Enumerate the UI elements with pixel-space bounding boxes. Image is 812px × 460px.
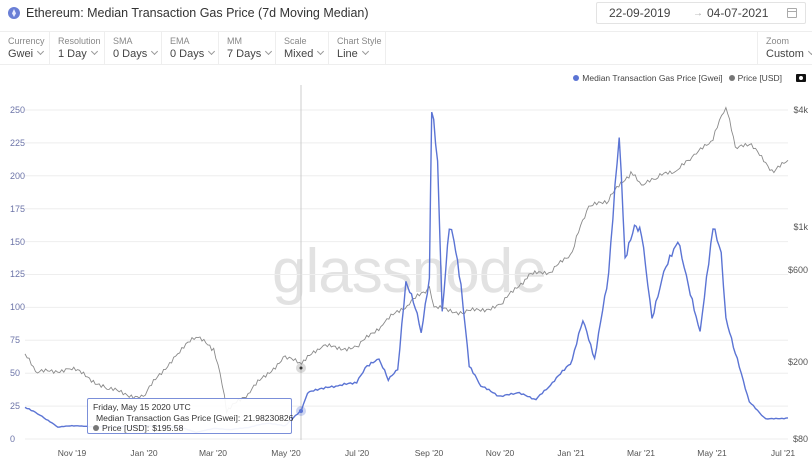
- y-tick-left: 75: [10, 335, 21, 345]
- y-tick-right: $4k: [793, 105, 808, 115]
- calendar-icon[interactable]: [787, 8, 797, 18]
- tooltip-date: Friday, May 15 2020 UTC: [93, 402, 191, 412]
- chart-legend: Median Transaction Gas Price [Gwei] Pric…: [573, 73, 806, 83]
- tooltip-price-label: Price [USD]:: [102, 423, 150, 433]
- legend-item-gas[interactable]: Median Transaction Gas Price [Gwei]: [573, 73, 723, 83]
- legend-dot-gas: [573, 75, 580, 81]
- y-tick-right: $80: [792, 434, 808, 444]
- chart-toolbar: Currency Gwei Resolution 1 Day SMA 0 Day…: [0, 31, 812, 65]
- tooltip-gas-value: 21.98230826: [243, 412, 294, 423]
- resolution-dropdown[interactable]: Resolution 1 Day: [50, 32, 105, 65]
- currency-value: Gwei: [8, 48, 34, 60]
- page-title: Ethereum: Median Transaction Gas Price (…: [26, 6, 369, 20]
- x-tick: Jan '20: [130, 448, 158, 458]
- chart-header: Ethereum: Median Transaction Gas Price (…: [0, 0, 812, 30]
- scale-value: Mixed: [284, 48, 314, 60]
- ema-label: EMA: [170, 36, 190, 46]
- tooltip-price-value: $195.58: [152, 423, 184, 433]
- y-tick-right: $1k: [793, 222, 808, 232]
- sma-value: 0 Days: [113, 48, 148, 60]
- scale-dropdown[interactable]: Scale Mixed: [276, 32, 329, 65]
- legend-label-gas: Median Transaction Gas Price [Gwei]: [582, 73, 723, 83]
- arrow-right-icon: →: [693, 7, 703, 19]
- y-tick-left: 50: [10, 368, 21, 378]
- zoom-label: Zoom: [766, 36, 790, 46]
- ema-value: 0 Days: [170, 48, 205, 60]
- price-line: [24, 106, 789, 415]
- resolution-value: 1 Day: [58, 48, 87, 60]
- price-hover-dot: [299, 366, 303, 370]
- x-tick: May '21: [697, 448, 727, 458]
- chart-style-dropdown[interactable]: Chart Style Line: [329, 32, 386, 65]
- date-to-input[interactable]: 04-07-2021: [707, 6, 769, 20]
- gridlines: [25, 109, 788, 440]
- x-tick: Nov '20: [485, 448, 515, 458]
- tooltip-gas-label: Median Transaction Gas Price [Gwei]:: [96, 412, 241, 423]
- x-tick: Nov '19: [57, 448, 87, 458]
- sma-dropdown[interactable]: SMA 0 Days: [105, 32, 162, 65]
- y-tick-left: 200: [10, 171, 26, 181]
- x-tick: Jul '21: [770, 448, 796, 458]
- watermark: glassnode: [272, 237, 547, 306]
- chart-style-label: Chart Style: [337, 36, 382, 46]
- legend-dot-price: [728, 75, 735, 81]
- y-tick-left: 150: [10, 237, 26, 247]
- x-tick: Jan '21: [557, 448, 585, 458]
- gas-hover-dot: [299, 409, 303, 413]
- camera-icon[interactable]: [796, 74, 806, 82]
- ethereum-icon: [8, 7, 20, 19]
- sma-label: SMA: [113, 36, 133, 46]
- y-tick-left: 25: [10, 401, 21, 411]
- x-tick: Sep '20: [414, 448, 444, 458]
- x-tick: Mar '21: [626, 448, 656, 458]
- y-tick-left: 225: [10, 138, 26, 148]
- x-tick: Mar '20: [198, 448, 228, 458]
- gas-price-line: [24, 111, 789, 434]
- mm-dropdown[interactable]: MM 7 Days: [219, 32, 276, 65]
- y-tick-left: 100: [10, 302, 26, 312]
- tooltip-price-row: Price [USD]: $195.58: [93, 423, 286, 434]
- resolution-label: Resolution: [58, 36, 101, 46]
- scale-label: Scale: [284, 36, 307, 46]
- legend-item-price[interactable]: Price [USD]: [728, 73, 782, 83]
- zoom-dropdown[interactable]: Zoom Custom: [757, 32, 812, 65]
- tooltip-price-dot: [93, 425, 99, 432]
- title-wrap: Ethereum: Median Transaction Gas Price (…: [8, 6, 369, 20]
- ema-dropdown[interactable]: EMA 0 Days: [162, 32, 219, 65]
- y-tick-left: 250: [10, 105, 26, 115]
- mm-value: 7 Days: [227, 48, 262, 60]
- y-tick-left: 125: [10, 269, 26, 279]
- y-tick-left: 175: [10, 204, 26, 214]
- x-tick: Jul '20: [344, 448, 370, 458]
- date-from-input[interactable]: 22-09-2019: [609, 6, 671, 20]
- tooltip-gas-row: Median Transaction Gas Price [Gwei]: 21.…: [93, 412, 293, 424]
- date-range-picker[interactable]: 22-09-2019 → 04-07-2021: [596, 2, 806, 24]
- hover-tooltip: Friday, May 15 2020 UTC Median Transacti…: [87, 398, 293, 434]
- y-tick-left: 0: [10, 434, 16, 444]
- x-tick: May '20: [271, 448, 301, 458]
- chart-style-value: Line: [337, 48, 358, 60]
- y-tick-right: $200: [787, 357, 808, 367]
- y-tick-right: $600: [787, 265, 808, 275]
- mm-label: MM: [227, 36, 242, 46]
- zoom-value: Custom: [766, 48, 804, 60]
- currency-label: Currency: [8, 36, 45, 46]
- legend-label-price: Price [USD]: [737, 73, 782, 83]
- currency-dropdown[interactable]: Currency Gwei: [0, 32, 50, 65]
